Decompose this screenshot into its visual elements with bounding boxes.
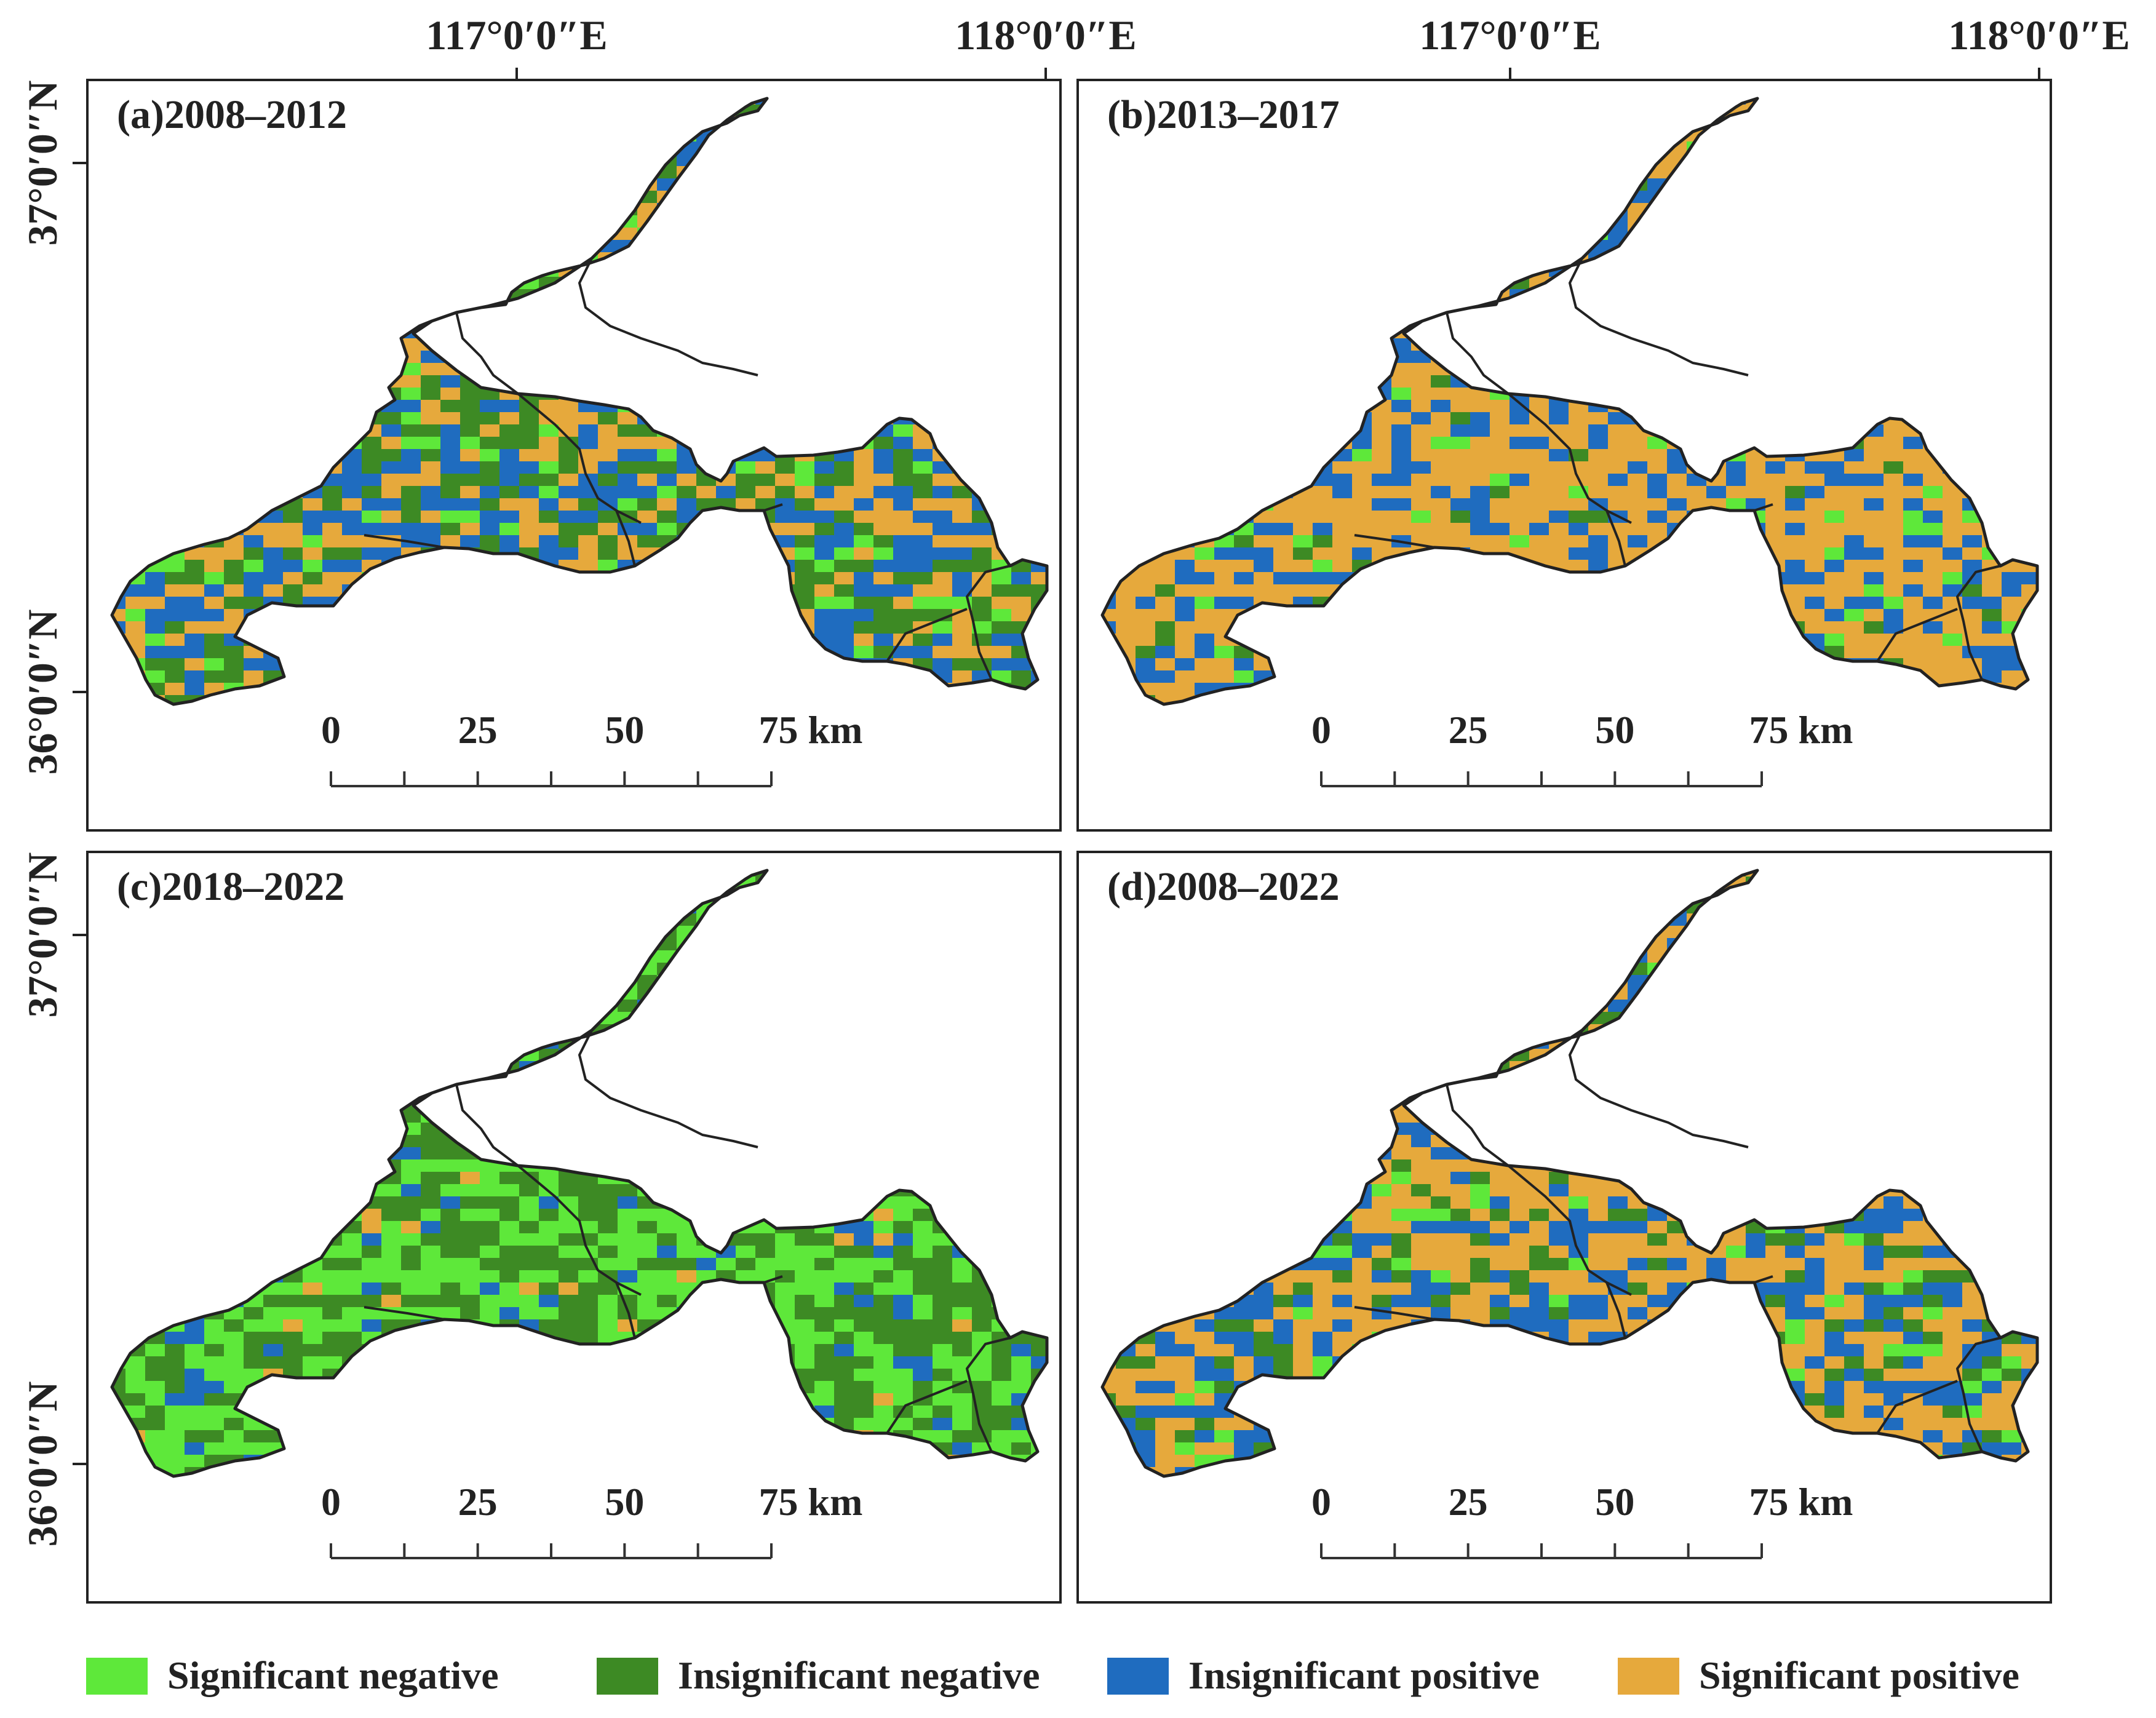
map-panels: (a)2008–2012 0 25 50 75 km (b)2013–2017 0 25 50 7…	[86, 79, 2052, 1604]
lat-label-36-top: 36°0′0″N	[19, 610, 66, 775]
scale-bar: 0 25 50 75 km	[321, 1480, 863, 1559]
scale-bar-label: 75 km	[1749, 1480, 1853, 1524]
legend-item: Insignificant negative	[597, 1653, 1040, 1697]
longitude-axis: 117°0′0″E 118°0′0″E 117°0′0″E 118°0′0″E	[426, 12, 2130, 80]
trend-raster	[112, 98, 1047, 704]
legend-swatch	[1107, 1658, 1169, 1695]
panel-label: (b)2013–2017	[1107, 92, 1340, 137]
scale-bar-label: 25	[458, 708, 498, 752]
legend-item: Significant positive	[1618, 1653, 2019, 1697]
map-panel-c: (c)2018–2022 0 25 50 75 km	[86, 851, 1062, 1604]
latitude-axis: 37°0′0″N 36°0′0″N 37°0′0″N 36°0′0″N	[19, 81, 86, 1547]
legend-swatch	[86, 1658, 148, 1695]
scale-bar-label: 75 km	[759, 708, 863, 752]
trend-raster	[112, 870, 1047, 1476]
lon-label-118-right: 118°0′0″E	[1948, 12, 2130, 58]
scale-bar: 0 25 50 75 km	[321, 708, 863, 787]
scale-bar-label: 50	[1595, 1480, 1634, 1524]
scale-bar: 0 25 50 75 km	[1311, 1480, 1853, 1559]
lon-label-118-left: 118°0′0″E	[955, 12, 1136, 58]
scale-bar-label: 0	[321, 708, 341, 752]
panel-label: (d)2008–2022	[1107, 864, 1340, 909]
legend-label: Insignificant positive	[1188, 1653, 1540, 1697]
legend: Significant negative Insignificant negati…	[86, 1653, 2019, 1697]
trend-raster	[1102, 870, 2037, 1476]
legend-swatch	[597, 1658, 658, 1695]
scale-bar-label: 75 km	[1749, 708, 1853, 752]
panel-label: (a)2008–2012	[117, 92, 347, 137]
scale-bar: 0 25 50 75 km	[1311, 708, 1853, 787]
panel-frame	[86, 79, 1062, 832]
panel-label: (c)2018–2022	[117, 864, 344, 909]
legend-label: Insignificant negative	[678, 1653, 1040, 1697]
legend-item: Insignificant positive	[1107, 1653, 1540, 1697]
scale-bar-label: 0	[321, 1480, 341, 1524]
panel-frame	[1076, 79, 2052, 832]
scale-bar-label: 50	[1595, 708, 1634, 752]
lon-label-117-left: 117°0′0″E	[426, 12, 607, 58]
map-panel-d: (d)2008–2022 0 25 50 75 km	[1076, 851, 2052, 1604]
scale-bar-label: 50	[605, 708, 644, 752]
legend-label: Significant negative	[167, 1653, 499, 1697]
lat-label-37-top: 37°0′0″N	[19, 81, 66, 246]
scale-bar-label: 75 km	[759, 1480, 863, 1524]
scale-bar-label: 0	[1311, 1480, 1331, 1524]
legend-item: Significant negative	[86, 1653, 499, 1697]
scale-bar-label: 25	[1449, 1480, 1488, 1524]
lat-label-36-bottom: 36°0′0″N	[19, 1382, 66, 1547]
map-panel-a: (a)2008–2012 0 25 50 75 km	[86, 79, 1062, 832]
scale-bar-label: 25	[1449, 708, 1488, 752]
scale-bar-label: 50	[605, 1480, 644, 1524]
panel-frame	[86, 851, 1062, 1604]
trend-raster	[1102, 98, 2037, 704]
legend-swatch	[1618, 1658, 1679, 1695]
map-panel-b: (b)2013–2017 0 25 50 75 km	[1076, 79, 2052, 832]
lon-label-117-right: 117°0′0″E	[1419, 12, 1601, 58]
panel-frame	[1076, 851, 2052, 1604]
scale-bar-label: 25	[458, 1480, 498, 1524]
legend-label: Significant positive	[1699, 1653, 2019, 1697]
scale-bar-label: 0	[1311, 708, 1331, 752]
lat-label-37-bottom: 37°0′0″N	[19, 853, 66, 1018]
